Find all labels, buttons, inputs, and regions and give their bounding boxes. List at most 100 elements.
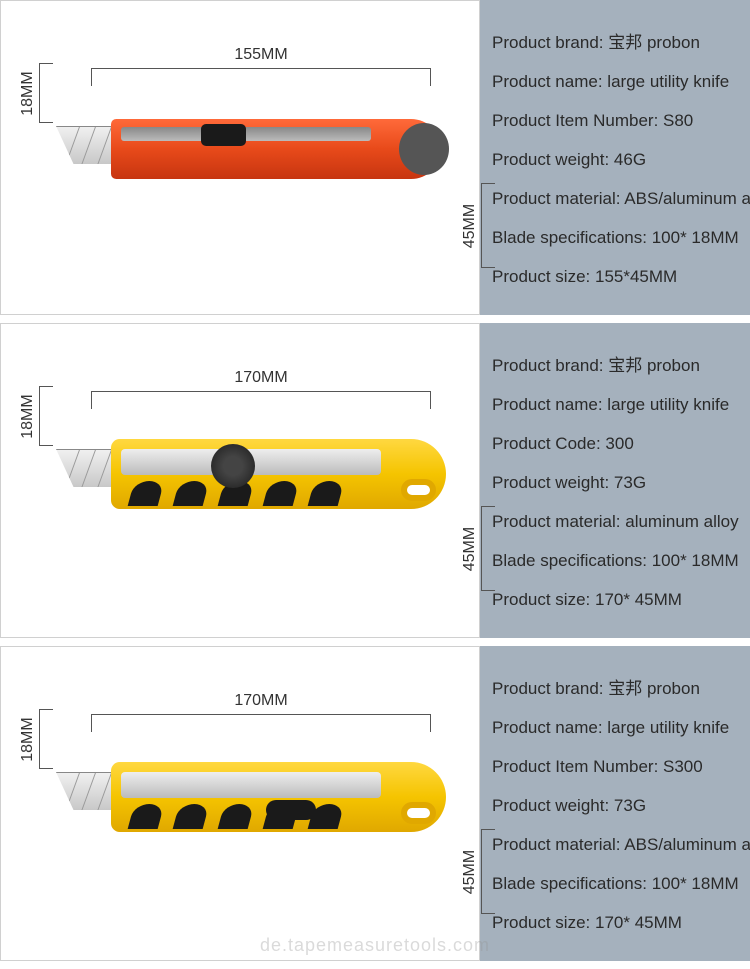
spec-value: ABS/aluminum alloy	[624, 189, 750, 208]
spec-label: Product material	[492, 512, 616, 531]
dimension-blade-height-label: 18MM	[19, 56, 37, 131]
spec-label: Product weight	[492, 796, 604, 815]
dimension-blade-height-label: 18MM	[19, 702, 37, 777]
spec-label: Product material	[492, 835, 616, 854]
spec-label: Blade specifications	[492, 551, 642, 570]
spec-label: Product weight	[492, 473, 604, 492]
spec-line: Product name: large utility knife	[492, 72, 738, 92]
spec-line: Product weight: 73G	[492, 473, 738, 493]
spec-label: Product material	[492, 189, 616, 208]
spec-line: Product brand: 宝邦 probon	[492, 28, 738, 53]
spec-line: Product name: large utility knife	[492, 395, 738, 415]
dimension-line-icon	[481, 830, 495, 915]
spec-line: Product size: 170* 45MM	[492, 590, 738, 610]
spec-value: 155*45MM	[595, 267, 677, 286]
spec-value: 100* 18MM	[652, 874, 739, 893]
spec-line: Product size: 170* 45MM	[492, 913, 738, 933]
product-row: 170MM18MM45MMProduct brand: 宝邦 probonPro…	[0, 646, 750, 961]
dimension-handle-height: 45MM	[461, 176, 495, 276]
spec-line: Product Item Number: S300	[492, 757, 738, 777]
spec-value: 宝邦 probon	[608, 679, 700, 698]
dimension-handle-height-label: 45MM	[461, 499, 479, 599]
spec-line: Product weight: 46G	[492, 150, 738, 170]
dimension-line-icon	[481, 184, 495, 269]
dimension-blade-height-label: 18MM	[19, 379, 37, 454]
spec-label: Product brand	[492, 33, 599, 52]
spec-line: Product material: aluminum alloy	[492, 512, 738, 532]
spec-line: Product brand: 宝邦 probon	[492, 351, 738, 376]
spec-label: Product name	[492, 718, 598, 737]
spec-label: Product weight	[492, 150, 604, 169]
dimension-line-icon	[91, 68, 431, 86]
spec-panel: Product brand: 宝邦 probon Product name: la…	[480, 0, 750, 315]
spec-label: Product Code	[492, 434, 596, 453]
spec-line: Product weight: 73G	[492, 796, 738, 816]
spec-label: Blade specifications	[492, 228, 642, 247]
dimension-width-label: 170MM	[91, 369, 431, 387]
spec-label: Product size	[492, 590, 586, 609]
knife-illustration	[56, 762, 441, 832]
spec-label: Product brand	[492, 356, 599, 375]
spec-line: Product material: ABS/aluminum alloy	[492, 189, 738, 209]
spec-line: Product brand: 宝邦 probon	[492, 674, 738, 699]
spec-line: Blade specifications: 100* 18MM	[492, 551, 738, 571]
diagram-panel: 155MM 18MM 45MM	[0, 0, 480, 315]
dimension-handle-height: 45MM	[461, 499, 495, 599]
dimension-handle-height-label: 45MM	[461, 822, 479, 922]
dimension-width: 170MM	[91, 369, 431, 409]
spec-panel: Product brand: 宝邦 probon Product name: la…	[480, 323, 750, 638]
spec-value: 300	[605, 434, 633, 453]
dimension-line-icon	[91, 714, 431, 732]
spec-line: Product size: 155*45MM	[492, 267, 738, 287]
spec-line: Product Item Number: S80	[492, 111, 738, 131]
knife-illustration	[56, 116, 441, 186]
spec-value: large utility knife	[607, 72, 729, 91]
dimension-line-icon	[39, 710, 53, 770]
spec-label: Blade specifications	[492, 874, 642, 893]
knife-handle-icon	[111, 439, 446, 509]
knife-illustration	[56, 439, 441, 509]
spec-value: 100* 18MM	[652, 228, 739, 247]
dimension-blade-height: 18MM	[19, 702, 53, 777]
dimension-width: 155MM	[91, 46, 431, 86]
spec-value: ABS/aluminum alloy	[624, 835, 750, 854]
dimension-line-icon	[39, 64, 53, 124]
dimension-line-icon	[91, 391, 431, 409]
dimension-width-label: 155MM	[91, 46, 431, 64]
dimension-width: 170MM	[91, 692, 431, 732]
product-row: 155MM18MM45MMProduct brand: 宝邦 probonPro…	[0, 0, 750, 315]
diagram-panel: 170MM 18MM 45MM	[0, 646, 480, 961]
spec-line: Product Code: 300	[492, 434, 738, 454]
dimension-blade-height: 18MM	[19, 379, 53, 454]
dimension-handle-height-label: 45MM	[461, 176, 479, 276]
spec-value: 170* 45MM	[595, 590, 682, 609]
spec-value: 73G	[614, 796, 646, 815]
spec-value: 100* 18MM	[652, 551, 739, 570]
dimension-line-icon	[481, 507, 495, 592]
dimension-handle-height: 45MM	[461, 822, 495, 922]
spec-label: Product name	[492, 72, 598, 91]
spec-value: 宝邦 probon	[608, 356, 700, 375]
spec-label: Product size	[492, 913, 586, 932]
spec-label: Product size	[492, 267, 586, 286]
knife-handle-icon	[111, 762, 446, 832]
knife-handle-icon	[111, 119, 441, 179]
spec-value: large utility knife	[607, 718, 729, 737]
spec-label: Product brand	[492, 679, 599, 698]
spec-value: large utility knife	[607, 395, 729, 414]
spec-value: 46G	[614, 150, 646, 169]
diagram-panel: 170MM 18MM 45MM	[0, 323, 480, 638]
spec-panel: Product brand: 宝邦 probonProduct name: la…	[480, 646, 750, 961]
product-row: 170MM18MM45MMProduct brand: 宝邦 probonPro…	[0, 323, 750, 638]
spec-value: 宝邦 probon	[608, 33, 700, 52]
dimension-blade-height: 18MM	[19, 56, 53, 131]
spec-label: Product name	[492, 395, 598, 414]
spec-line: Blade specifications: 100* 18MM	[492, 874, 738, 894]
spec-line: Blade specifications: 100* 18MM	[492, 228, 738, 248]
dimension-line-icon	[39, 387, 53, 447]
spec-value: S300	[663, 757, 703, 776]
spec-value: 170* 45MM	[595, 913, 682, 932]
spec-value: 73G	[614, 473, 646, 492]
spec-label: Product Item Number	[492, 757, 654, 776]
spec-line: Product material: ABS/aluminum alloy	[492, 835, 738, 855]
